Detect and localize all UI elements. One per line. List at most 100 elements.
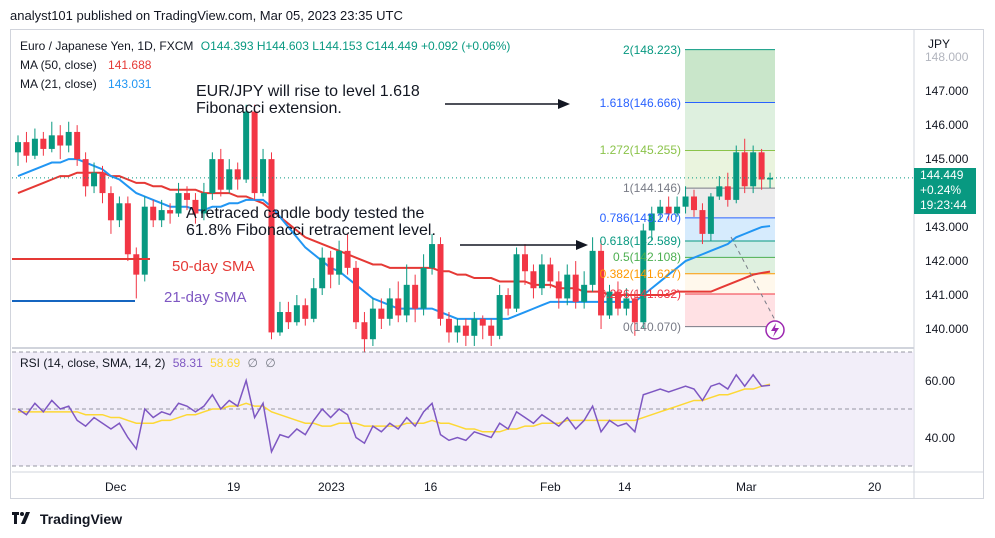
candle [412,274,419,323]
candle-body [445,318,452,333]
candle-body [403,284,410,316]
ma21-label: MA (21, close) [20,77,97,91]
candle [226,159,233,194]
candle [479,315,486,340]
candle-body [150,206,157,221]
null-icon: ∅ [265,356,276,370]
candle [116,196,123,228]
candle [581,271,588,309]
candle-body [547,264,554,282]
candle [167,203,174,224]
candle [65,121,72,153]
candle [48,121,55,153]
rsi-tick: 60.00 [925,373,956,388]
candle [598,240,605,330]
candle-body [23,142,30,156]
ma21-legend: MA (21, close) 143.031 [20,77,151,91]
candle [674,196,681,217]
candle-body [691,196,697,211]
candle-body [429,244,436,268]
candle [589,237,596,292]
candle [378,298,385,330]
candle-body [82,159,89,187]
candle [234,162,241,190]
candle [107,186,114,234]
time-tick: 16 [424,480,438,494]
price-change: +0.24% [920,183,962,197]
candle [648,206,655,241]
retrace-arrow-head [576,240,588,250]
sma21-label: 21-day SMA [164,289,247,306]
fib-level-label: 2(148.223) [622,42,681,57]
candle-body [555,281,562,299]
candle [336,240,343,285]
candle-body [200,193,207,214]
price-tick: 140.000 [925,322,969,336]
candle-body [251,111,258,194]
candle-body [395,298,402,316]
candle [310,278,317,323]
candle [200,182,207,221]
candle-body [57,135,64,146]
candle-body [99,172,106,194]
candle [260,148,267,197]
candle-body [750,152,757,187]
ohlc-values: O144.393 H144.603 L144.153 C144.449 +0.0… [200,39,511,53]
candle-body [741,152,748,187]
candle-body [319,257,326,289]
candle-body [724,186,731,200]
candle-body [614,291,621,309]
candle-body [15,142,21,153]
candle [57,125,64,160]
candle-body [598,250,605,316]
candle [209,152,216,200]
candle-body [733,152,740,200]
candle-body [369,308,376,340]
fib-level-label: 0.5(142.108) [612,250,681,265]
candle [741,138,748,194]
candle-body [606,291,613,316]
candle [682,186,689,214]
candle [361,312,368,353]
candle-body [40,138,47,149]
publisher-line: analyst101 published on TradingView.com,… [10,8,403,23]
candle-body [116,203,123,221]
time-tick: 19 [227,480,241,494]
candle [23,131,30,163]
fib-level-label: 0.618(142.589) [599,234,681,249]
candle [276,301,283,336]
candle-body [192,199,199,214]
candle [733,145,740,204]
candle-body [268,159,275,333]
candle [429,233,436,275]
candle [758,148,765,190]
candle-body [133,254,140,275]
candle-body [302,305,309,319]
candle-body [572,274,579,302]
price-tick: 147.000 [925,84,969,99]
candle-body [631,298,638,323]
rise-line1: EUR/JPY will rise to level 1.618 [196,83,420,100]
candle-body [699,210,706,234]
tradingview-brand[interactable]: TradingView [12,511,122,527]
candle [631,291,638,336]
candle [285,301,292,330]
candle [243,104,250,183]
candle-body [336,250,343,275]
fib-level-label: 1.618(146.666) [599,95,681,110]
candle [31,128,38,160]
candle-body [141,206,148,275]
candle [184,186,190,211]
candle-body [623,298,630,309]
candle [513,247,520,313]
candle-body [184,193,190,200]
symbol-name: Euro / Japanese Yen, 1D, FXCM [20,39,194,53]
candle [319,247,326,296]
candle-body [505,295,512,309]
candle-body [361,322,368,340]
ma50-label: MA (50, close) [20,58,97,72]
fib-level-label: 1(144.146) [622,181,681,196]
rise-arrow-head [558,99,570,109]
candle-body [217,159,224,190]
